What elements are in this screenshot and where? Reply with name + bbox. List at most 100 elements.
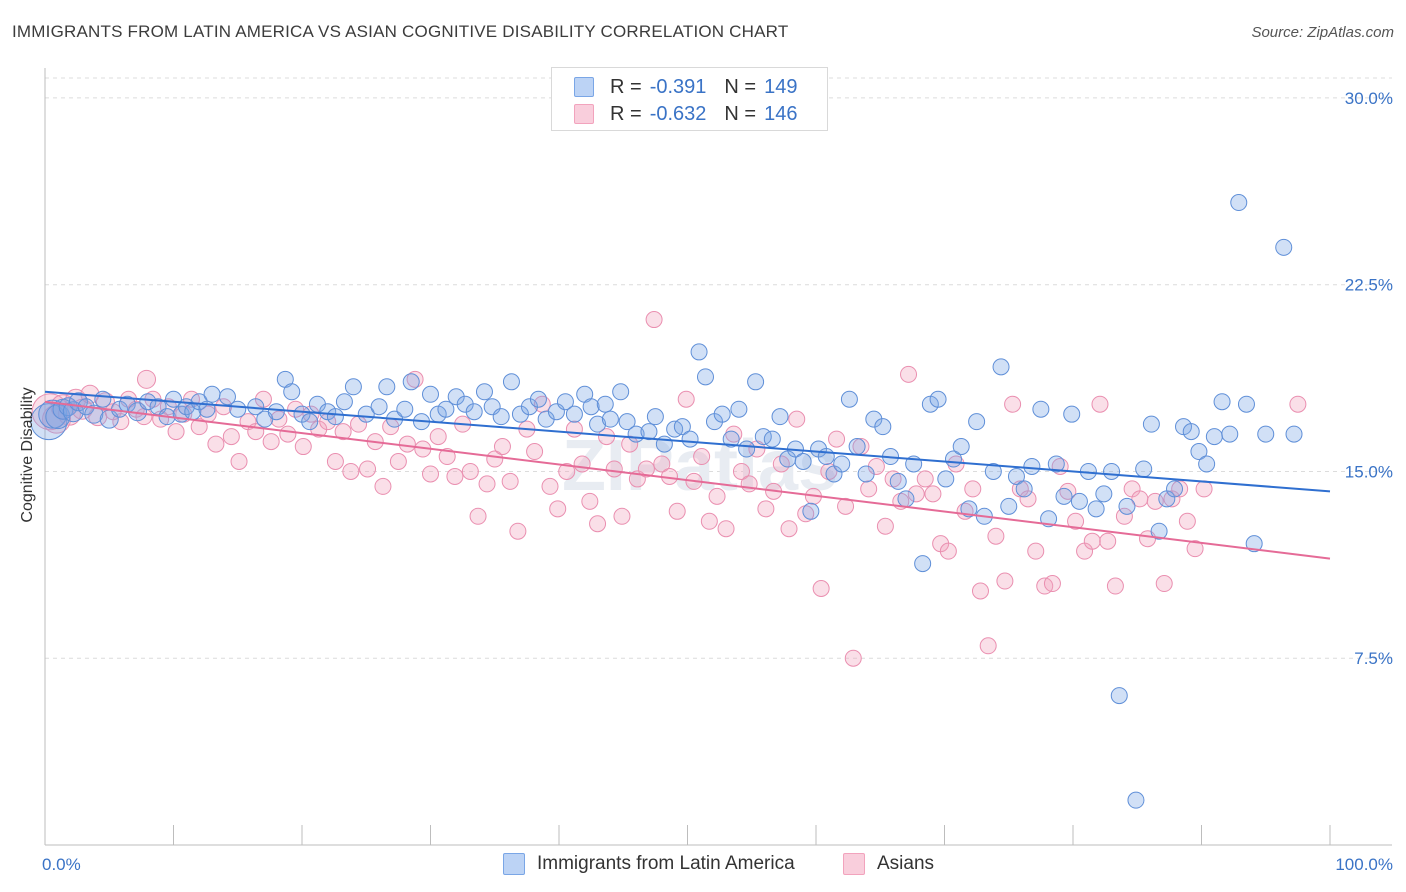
asian-point [262,433,280,451]
asian-point [924,485,942,503]
latin-america-point [1063,405,1081,423]
asian-point [668,502,686,520]
latin-america-point [229,400,247,418]
asian-point [461,462,479,480]
asian-point [326,453,344,470]
asian-point [757,500,775,518]
latin-america-point [1198,455,1216,473]
latin-america-trend-line [44,390,1331,493]
latin-america-point [502,373,520,391]
asian-point [112,413,130,431]
asian-point [294,438,312,456]
latin-america-point [529,390,547,408]
latin-america-point [681,430,699,448]
latin-america-point [1257,425,1275,443]
latin-america-point [1221,425,1239,443]
latin-america-point [1127,791,1145,809]
latin-america-point [690,343,708,361]
latin-america-point [596,395,614,413]
asian-point [1027,542,1045,560]
latin-america-point [1275,238,1293,256]
asian-point [837,497,855,515]
latin-america-point [1150,522,1168,540]
asian-point [478,475,496,493]
asian-point [700,512,718,530]
latin-america-point [1190,443,1208,461]
asian-point [916,470,934,488]
latin-america-point [283,383,301,401]
asian-point [1019,490,1037,508]
latin-america-point [794,453,812,470]
asian-point [964,480,982,498]
latin-america-point [984,462,1002,480]
asian-point [900,365,918,383]
asian-point [438,448,456,466]
asian-point [493,438,511,456]
latin-america-points [30,194,1303,809]
asian-point [137,369,157,389]
latin-america-point [640,423,658,441]
latin-america-point [730,400,748,418]
latin-america-point [960,500,978,518]
asian-point [717,520,735,538]
latin-america-point [1032,400,1050,418]
latin-america-point [937,470,955,488]
latin-america-point [402,373,420,391]
asian-point [359,460,377,478]
latin-america-point [396,400,414,418]
latin-america-point [1245,535,1263,553]
asian-point [279,425,297,443]
latin-america-point [378,378,396,396]
x-tick-label-min: 0.0% [42,855,81,874]
latin-america-point [952,438,970,456]
asian-point [1155,575,1173,593]
asian-point [693,448,711,466]
asian-point [645,311,663,329]
asian-point [844,649,862,667]
latin-america-point [968,413,986,431]
latin-america-point [738,440,756,458]
pink-swatch-icon [574,104,594,124]
latin-america-point [465,403,483,421]
latin-america-point [1087,500,1105,518]
latin-america-point [1007,467,1025,485]
asian-point [334,423,352,441]
latin-america-point [1230,194,1248,212]
latin-america-point [1103,462,1121,480]
r-value: -0.632 [649,102,707,125]
latin-america-point [475,383,493,401]
latin-america-point [992,358,1010,376]
asian-point [996,572,1014,590]
asian-point [1178,512,1196,530]
latin-america-point [1047,455,1065,473]
latin-america-point [556,393,574,411]
asian-point [342,462,360,480]
latin-america-point [30,403,68,441]
asian-point [422,465,439,483]
latin-america-point [747,373,765,391]
asian-point [167,423,185,441]
latin-america-point [1182,423,1200,441]
latin-america-point [335,393,353,411]
series-name: Immigrants from Latin America [537,853,795,874]
n-value: 146 [764,102,798,125]
r-value: -0.391 [649,75,707,98]
asian-point [725,425,743,443]
y-tick-label: 7.5% [1354,649,1393,668]
bottom-legend-asians: Asians [843,852,934,876]
asian-point [1099,532,1117,550]
asian-point [526,443,544,461]
x-tick-label-max: 100.0% [1335,855,1393,874]
asian-point [486,450,504,468]
latin-america-point [1000,497,1018,515]
asian-point [573,455,591,473]
asians-trend-line [44,400,1331,560]
bottom-legend-latin-america: Immigrants from Latin America [503,852,795,876]
asian-point [1067,512,1085,530]
asian-point [389,453,407,470]
latin-america-point [618,413,636,431]
asian-point [509,522,527,540]
asian-point [1004,395,1022,413]
asian-point [1186,540,1204,558]
